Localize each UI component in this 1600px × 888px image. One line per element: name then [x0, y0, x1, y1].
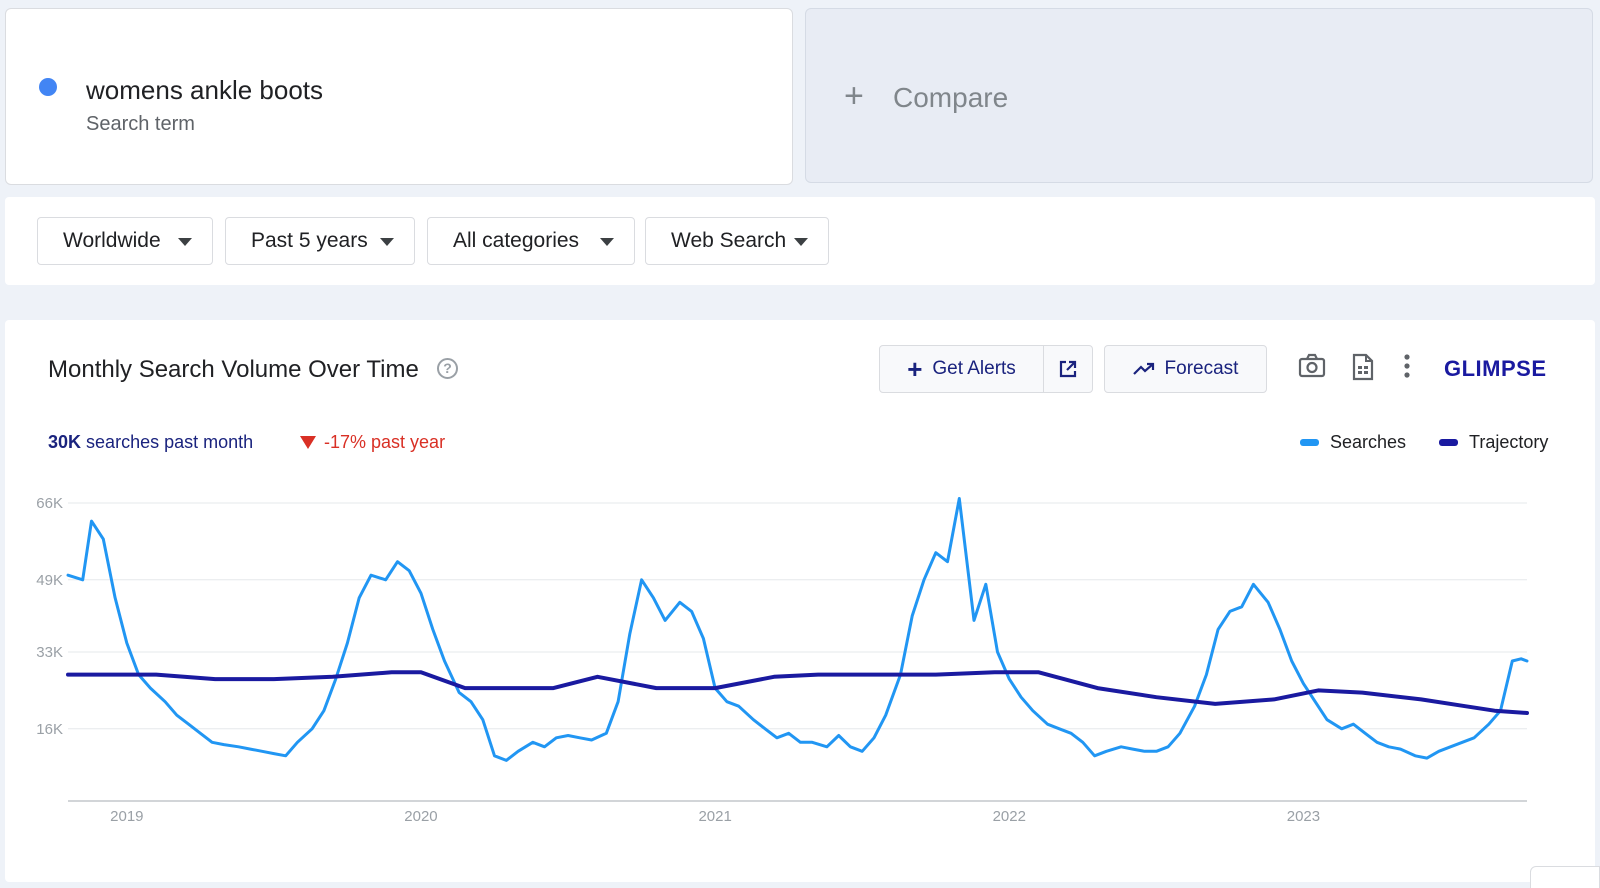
chart-title: Monthly Search Volume Over Time — [48, 356, 419, 383]
trending-up-icon — [1132, 362, 1154, 375]
y-tick-label: 66K — [36, 495, 63, 512]
chart-card: Monthly Search Volume Over Time ? + Get … — [5, 320, 1595, 882]
get-alerts-button[interactable]: + Get Alerts — [880, 346, 1044, 392]
filter-bar: Worldwide Past 5 years All categories We… — [5, 197, 1595, 285]
time-range-filter-dropdown[interactable]: Past 5 years — [225, 217, 415, 265]
past-year-change-stat: -17% past year — [300, 432, 445, 453]
x-tick-label: 2023 — [1287, 808, 1320, 825]
caret-down-icon — [178, 238, 192, 246]
searches-past-month-value: 30K — [48, 432, 82, 452]
legend-swatch-trajectory — [1439, 439, 1458, 446]
triangle-down-icon — [300, 436, 316, 449]
x-tick-label: 2020 — [404, 808, 437, 825]
forecast-button[interactable]: Forecast — [1104, 345, 1267, 393]
region-filter-dropdown[interactable]: Worldwide — [37, 217, 213, 265]
screenshot-button[interactable] — [1298, 353, 1326, 384]
compare-button[interactable]: + Compare — [805, 8, 1593, 183]
past-year-change-text: -17% past year — [324, 432, 446, 452]
export-csv-button[interactable] — [1351, 353, 1375, 386]
x-tick-label: 2022 — [993, 808, 1026, 825]
spreadsheet-icon — [1352, 353, 1374, 381]
legend-searches: Searches — [1300, 432, 1406, 453]
plus-icon: + — [844, 77, 864, 115]
forecast-label: Forecast — [1164, 358, 1239, 379]
camera-icon — [1298, 353, 1326, 378]
legend-label-searches: Searches — [1330, 432, 1407, 452]
x-tick-label: 2021 — [698, 808, 731, 825]
y-tick-label: 16K — [36, 721, 63, 738]
y-tick-label: 49K — [36, 572, 63, 589]
category-filter-label: All categories — [453, 229, 580, 252]
corner-widget[interactable] — [1530, 866, 1600, 888]
searches-past-month-stat: 30K searches past month — [48, 432, 253, 453]
searches-series-line — [66, 497, 1529, 762]
region-filter-label: Worldwide — [63, 229, 161, 252]
search-term-card: womens ankle boots Search term — [5, 8, 793, 185]
caret-down-icon — [600, 238, 614, 246]
y-tick-label: 33K — [36, 644, 63, 661]
searches-past-month-text: searches past month — [86, 432, 254, 452]
plus-icon: + — [907, 354, 923, 384]
caret-down-icon — [794, 238, 808, 246]
x-tick-label: 2019 — [110, 808, 143, 825]
get-alerts-label: Get Alerts — [932, 358, 1016, 379]
compare-label: Compare — [893, 82, 1009, 113]
category-filter-dropdown[interactable]: All categories — [427, 217, 635, 265]
search-term-dot-icon — [39, 78, 57, 96]
search-term-subtitle: Search term — [86, 113, 195, 135]
search-type-filter-dropdown[interactable]: Web Search — [645, 217, 829, 265]
help-icon[interactable]: ? — [437, 358, 458, 379]
legend-label-trajectory: Trajectory — [1469, 432, 1549, 452]
legend-swatch-searches — [1300, 439, 1319, 446]
glimpse-logo: GLIMPSE — [1444, 356, 1547, 381]
more-vert-icon — [1404, 354, 1410, 378]
more-options-button[interactable] — [1403, 353, 1411, 384]
time-range-filter-label: Past 5 years — [251, 229, 368, 252]
search-term-title: womens ankle boots — [86, 75, 324, 105]
chart-plot: 16K 33K 49K 66K 2019 2020 2021 2022 2023 — [36, 495, 1529, 825]
external-link-button[interactable] — [1044, 346, 1092, 392]
legend-trajectory: Trajectory — [1439, 432, 1548, 453]
caret-down-icon — [380, 238, 394, 246]
search-type-filter-label: Web Search — [671, 229, 787, 252]
external-link-icon — [1059, 360, 1077, 378]
alerts-button-group: + Get Alerts — [879, 345, 1093, 393]
trajectory-series-line — [66, 670, 1529, 715]
